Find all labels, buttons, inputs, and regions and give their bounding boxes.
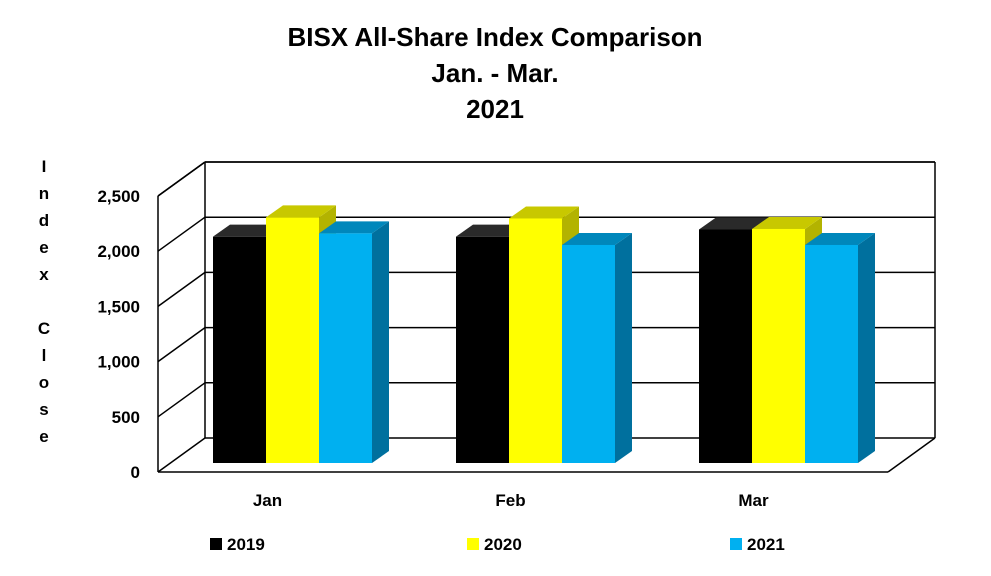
chart-title-line-1: BISX All-Share Index Comparison xyxy=(287,22,702,52)
y-tick-label: 0 xyxy=(131,463,140,482)
y-label-letter: s xyxy=(39,400,48,419)
bar-top xyxy=(562,232,632,245)
floor-right xyxy=(887,437,936,473)
bar-front xyxy=(319,233,372,463)
gridline-side xyxy=(157,161,206,197)
legend: 2019 2020 2021 xyxy=(210,535,785,554)
bar-side xyxy=(372,221,389,463)
legend-swatch-2019 xyxy=(210,538,222,550)
chart-title: BISX All-Share Index Comparison Jan. - M… xyxy=(287,22,702,124)
y-label-letter: l xyxy=(42,346,47,365)
bar-feb-2021 xyxy=(562,232,632,463)
legend-label-2020: 2020 xyxy=(484,535,522,554)
legend-label-2021: 2021 xyxy=(747,535,785,554)
chart-title-line-2: Jan. - Mar. xyxy=(431,58,558,88)
bar-front xyxy=(509,218,562,463)
bar-front xyxy=(456,236,509,463)
bar-top xyxy=(456,224,526,237)
bar-front xyxy=(805,244,858,463)
y-label-letter: I xyxy=(42,157,47,176)
gridline-side xyxy=(157,216,206,252)
bar-side xyxy=(615,232,632,463)
bar-front xyxy=(752,228,805,463)
gridline-side xyxy=(157,271,206,308)
y-tick-label: 1,000 xyxy=(97,353,140,372)
y-label-letter: C xyxy=(38,319,50,338)
x-tick-label: Feb xyxy=(495,491,525,510)
bar-top xyxy=(752,216,822,229)
bar-top xyxy=(509,206,579,219)
bar-mar-2021 xyxy=(805,232,875,463)
bar-front xyxy=(213,236,266,463)
x-axis-ticks: Jan Feb Mar xyxy=(253,491,769,510)
bar-top xyxy=(266,205,336,218)
y-tick-label: 1,500 xyxy=(97,297,140,316)
bars xyxy=(213,205,875,464)
y-label-letter: n xyxy=(39,184,49,203)
legend-swatch-2021 xyxy=(730,538,742,550)
gridline-side xyxy=(157,382,206,418)
y-tick-label: 2,500 xyxy=(97,187,140,206)
y-axis-ticks: 0 500 1,000 1,500 2,000 2,500 xyxy=(97,187,140,482)
bar-front xyxy=(699,229,752,463)
chart-title-line-3: 2021 xyxy=(466,94,524,124)
gridline-side xyxy=(157,326,206,363)
bar-side xyxy=(858,232,875,463)
bar-top xyxy=(319,221,389,234)
bar-top xyxy=(805,232,875,245)
bar-jan-2021 xyxy=(319,221,389,463)
y-label-letter: o xyxy=(39,373,49,392)
y-label-letter: d xyxy=(39,211,49,230)
y-label-letter: x xyxy=(39,265,49,284)
bar-front xyxy=(266,217,319,463)
bar-top xyxy=(699,217,769,230)
y-tick-label: 2,000 xyxy=(97,242,140,261)
x-tick-label: Jan xyxy=(253,491,282,510)
y-label-letter: e xyxy=(39,238,48,257)
bar-front xyxy=(562,244,615,463)
y-tick-label: 500 xyxy=(112,408,140,427)
legend-label-2019: 2019 xyxy=(227,535,265,554)
legend-swatch-2020 xyxy=(467,538,479,550)
bar-top xyxy=(213,224,283,237)
x-tick-label: Mar xyxy=(738,491,769,510)
y-label-letter: e xyxy=(39,427,48,446)
gridline-side xyxy=(157,437,206,473)
